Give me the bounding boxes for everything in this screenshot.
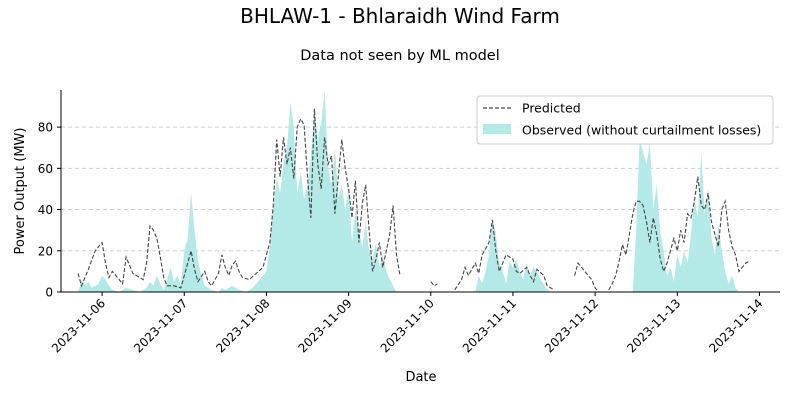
axes	[60, 90, 780, 293]
y-axis-label: Power Output (MW)	[13, 128, 28, 255]
predicted-line	[454, 219, 555, 291]
grid-lines	[61, 126, 780, 252]
legend-observed-label: Observed (without curtailment losses)	[522, 123, 761, 138]
x-tick-label: 2023-11-07	[131, 296, 190, 355]
y-tick-label: 80	[38, 121, 53, 135]
legend-predicted-label: Predicted	[522, 101, 581, 116]
legend-observed-swatch	[483, 124, 511, 134]
legend-frame	[476, 95, 774, 145]
y-tick-label: 40	[38, 203, 53, 217]
x-tick-label: 2023-11-13	[624, 296, 683, 355]
predicted-line	[574, 261, 599, 293]
predicted-line	[608, 176, 750, 291]
x-axis-label: Date	[405, 370, 436, 385]
predicted-line	[430, 281, 438, 287]
y-ticks: 0 20 40 60 80	[38, 121, 61, 300]
predicted-line-layer	[77, 108, 750, 293]
x-tick-label: 2023-11-09	[296, 296, 355, 355]
legend: Predicted Observed (without curtailment …	[476, 95, 774, 145]
x-tick-label: 2023-11-10	[378, 296, 437, 355]
x-tick-label: 2023-11-12	[542, 296, 601, 355]
x-tick-label: 2023-11-14	[706, 296, 765, 355]
y-tick-label: 20	[38, 244, 53, 258]
predicted-line	[77, 108, 401, 289]
x-tick-label: 2023-11-11	[460, 296, 519, 355]
x-ticks: 2023-11-06 2023-11-07 2023-11-08 2023-11-09…	[49, 292, 766, 355]
y-tick-label: 0	[45, 286, 53, 300]
x-tick-label: 2023-11-08	[213, 296, 272, 355]
chart-subtitle: Data not seen by ML model	[300, 48, 500, 64]
chart-title: BHLAW-1 - Bhlaraidh Wind Farm	[240, 4, 560, 28]
x-tick-label: 2023-11-06	[49, 296, 108, 355]
y-tick-label: 60	[38, 162, 53, 176]
